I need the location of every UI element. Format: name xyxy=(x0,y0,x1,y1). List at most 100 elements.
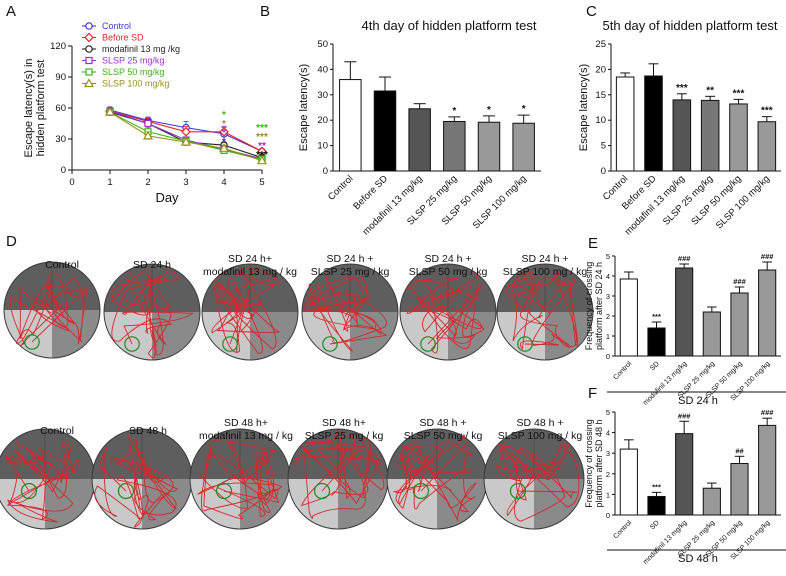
category-label: Control xyxy=(612,519,633,540)
category-label: modafinil 13 mg/kg xyxy=(361,173,425,237)
y-axis-title-line: platform after SD 48 h xyxy=(594,419,604,507)
category-label: SD xyxy=(649,519,661,531)
bar xyxy=(729,103,748,172)
swim-path xyxy=(94,435,178,528)
y-tick-label: 50 xyxy=(317,39,328,50)
maze-label-line: Control xyxy=(45,259,79,271)
maze-label: SD 24 h + SLSP 100 mg / kg xyxy=(503,253,588,278)
legend-label: Before SD xyxy=(102,33,144,43)
maze-label: Control xyxy=(40,425,74,437)
swim-path xyxy=(9,272,89,346)
quadrant-bottom-left xyxy=(288,479,338,529)
y-axis-title-line: Escape latency(s) in xyxy=(23,58,35,157)
y-tick-label: 5 xyxy=(606,408,610,417)
data-point xyxy=(180,136,192,146)
y-tick-label: 1 xyxy=(606,332,610,341)
maze-label: SD 48 h xyxy=(129,425,167,437)
maze-pool xyxy=(103,263,201,361)
data-point xyxy=(84,32,94,43)
data-point xyxy=(256,155,268,165)
y-tick-label: 10 xyxy=(595,115,606,126)
significance-mark: ** xyxy=(258,141,266,152)
bar xyxy=(477,121,501,172)
data-point xyxy=(144,119,152,128)
quadrant-bottom-right xyxy=(545,312,593,360)
y-axis-title: Frequency of crossingplatform after SD 4… xyxy=(584,419,604,508)
pool-rim xyxy=(3,261,101,359)
pool-rim xyxy=(496,263,594,361)
y-tick-label: 20 xyxy=(595,64,606,75)
x-tick-label: 4 xyxy=(221,177,226,188)
group-label: SD 24 h xyxy=(678,395,718,407)
bar xyxy=(700,99,720,172)
bar xyxy=(408,108,431,172)
swim-path xyxy=(495,443,580,522)
maze-label-line: SD 24 h + xyxy=(522,253,569,265)
maze-label: SD 48 h+ modafinil 13 mg / kg xyxy=(199,417,293,442)
maze-label-line: SLSP 50 mg / kg xyxy=(409,266,488,278)
data-point xyxy=(85,56,93,65)
maze-pool xyxy=(399,263,497,361)
group-label: SD 48 h xyxy=(678,553,718,565)
significance-mark: ** xyxy=(706,85,714,96)
category-label: SLSP 100 mg/kg xyxy=(714,173,772,231)
significance-mark: * xyxy=(487,105,491,116)
platform-circle xyxy=(20,482,38,500)
significance-mark: *** xyxy=(676,83,688,94)
maze-pool xyxy=(287,428,389,530)
maze-label-line: SD 48 h + xyxy=(420,417,467,429)
category-label: SLSP 50 mg/kg xyxy=(689,173,743,227)
maze-label-line: SLSP 100 mg / kg xyxy=(503,266,588,278)
maze-pool xyxy=(189,428,291,530)
y-tick-label: 0 xyxy=(61,165,66,176)
maze-label-line: SD 48 h+ xyxy=(322,417,366,429)
category-label: Control xyxy=(326,173,355,202)
swim-path xyxy=(303,275,388,352)
bar xyxy=(443,120,466,172)
significance-mark: *** xyxy=(652,312,661,321)
significance-mark: *** xyxy=(256,150,268,161)
y-tick-label: 120 xyxy=(50,41,66,52)
quadrant-bottom-right xyxy=(45,479,95,529)
data-point xyxy=(83,78,95,88)
y-tick-label: 40 xyxy=(317,64,328,75)
platform-circle xyxy=(313,482,331,500)
y-tick-label: 25 xyxy=(595,39,606,50)
maze-label-line: SLSP 25 mg / kg xyxy=(305,430,384,442)
category-label: SD xyxy=(649,360,661,372)
significance-mark: ## xyxy=(735,446,744,455)
y-tick-label: 2 xyxy=(606,470,610,479)
y-tick-label: 20 xyxy=(317,115,328,126)
swim-path xyxy=(111,270,194,359)
y-tick-label: 0 xyxy=(606,352,610,361)
quadrant-bottom-right xyxy=(52,310,100,358)
y-axis-title: Escape latency(s) xyxy=(298,64,310,151)
category-label: Control xyxy=(612,360,633,381)
maze-label: SD 24 h xyxy=(133,259,171,271)
bar xyxy=(373,90,397,172)
swim-path xyxy=(6,441,80,523)
panel-c-bar-chart: 0 5 10 15 20 25 5th day of hidden platform tes… xyxy=(578,18,781,238)
data-point xyxy=(85,68,93,76)
platform-circle xyxy=(412,482,430,500)
maze-label: Control xyxy=(45,259,79,271)
significance-mark: ### xyxy=(761,408,774,417)
bar xyxy=(675,433,694,516)
maze-label-line: SD 24 h + xyxy=(425,253,472,265)
y-tick-label: 30 xyxy=(55,134,66,145)
legend-label: Control xyxy=(102,21,131,31)
bar xyxy=(647,327,666,357)
quadrant-bottom-right xyxy=(152,312,200,360)
pool-rim xyxy=(201,263,299,361)
significance-mark: * xyxy=(452,106,456,117)
category-label: SLSP 25 mg/kg xyxy=(661,173,715,227)
significance-mark: *** xyxy=(652,482,661,491)
swim-path xyxy=(392,434,477,522)
legend-label: modafinil 13 mg /kg xyxy=(102,44,180,54)
maze-pool xyxy=(91,428,193,530)
bar xyxy=(758,424,777,516)
significance-mark: *** xyxy=(761,106,773,117)
legend-label: SLSP 100 mg/kg xyxy=(102,79,169,89)
